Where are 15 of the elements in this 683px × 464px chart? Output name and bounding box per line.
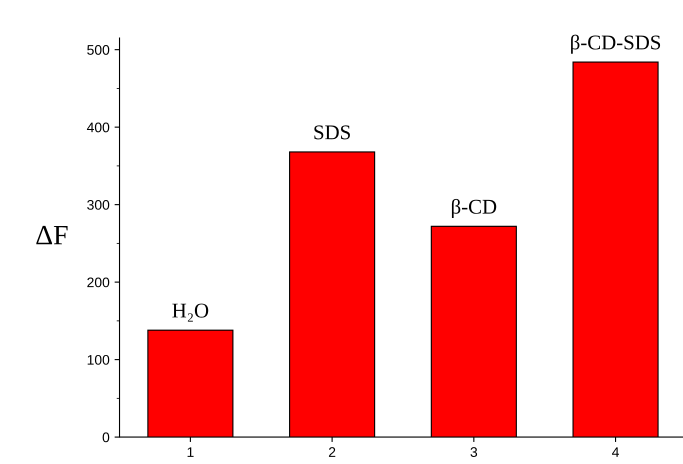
y-axis-title: ΔF (36, 226, 68, 244)
x-tick-label: 3 (470, 447, 478, 458)
annotation: H₂O (172, 304, 208, 322)
annotation: β-CD (452, 198, 496, 218)
x-tick-label: 2 (328, 447, 336, 457)
x-tick-label: 4 (612, 447, 620, 457)
x-tick-label: 1 (188, 447, 194, 457)
y-tick-label: 500 (87, 45, 110, 55)
annotation: SDS (314, 125, 350, 140)
y-tick-label: 300 (87, 200, 110, 210)
y-tick-label: 0 (102, 432, 110, 442)
y-tick-label: 100 (88, 354, 110, 365)
annotation: β-CD-SDS (571, 34, 660, 54)
y-tick-label: 400 (86, 122, 110, 132)
y-tick-label: 200 (87, 277, 110, 288)
